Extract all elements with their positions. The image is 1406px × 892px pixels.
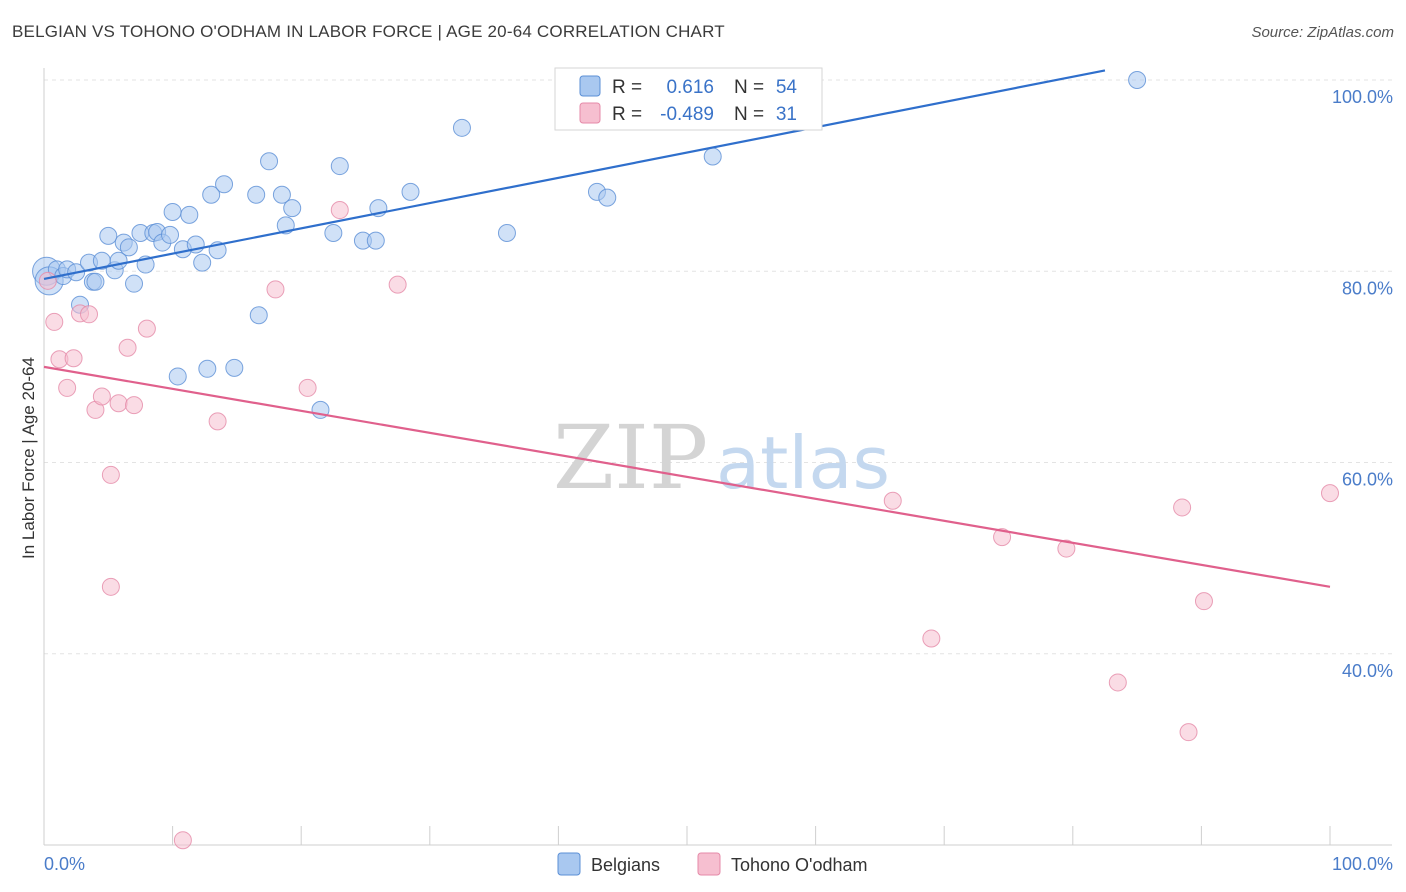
- points-layer: [32, 71, 1339, 850]
- belgian-point-30: [202, 185, 221, 204]
- tohono-point-27: [1173, 498, 1192, 517]
- belgian-point-35: [249, 306, 268, 325]
- stats-swatch-belgians: [579, 75, 601, 97]
- y-axis-label: In Labor Force | Age 20-64: [19, 357, 38, 559]
- belgian-point-36: [260, 152, 279, 171]
- legend-label-tohono: Tohono O'odham: [731, 855, 868, 875]
- tohono-point-20: [388, 275, 407, 294]
- tohono-point-17: [266, 280, 285, 299]
- belgian-point-52: [703, 147, 722, 166]
- tohono-point-1: [45, 312, 64, 331]
- y-tick-label-100: 100.0%: [1332, 87, 1393, 107]
- tohono-point-16: [208, 412, 227, 431]
- belgian-point-11: [99, 226, 118, 245]
- tohono-point-12: [118, 338, 137, 357]
- tohono-point-15: [173, 831, 192, 850]
- x-tick-label-max: 100.0%: [1332, 854, 1393, 874]
- tohono-point-24: [993, 528, 1012, 547]
- legend-swatch-tohono: [697, 852, 721, 876]
- belgian-point-41: [324, 224, 343, 242]
- belgian-point-16: [125, 274, 144, 293]
- tohono-point-3: [58, 378, 77, 397]
- stats-n-label-belgians: N =: [734, 77, 764, 98]
- tohono-point-10: [101, 577, 120, 596]
- stats-legend: R = 0.616 N = 54 R = -0.489 N = 31: [554, 67, 823, 131]
- belgian-point-22: [161, 225, 180, 244]
- tohono-point-14: [137, 319, 156, 338]
- tohono-point-29: [1194, 592, 1213, 611]
- tohono-point-4: [64, 349, 83, 368]
- tohono-point-9: [101, 465, 120, 484]
- belgian-point-23: [163, 202, 182, 221]
- belgian-point-29: [198, 359, 217, 378]
- tohono-point-28: [1179, 723, 1198, 742]
- tohono-point-26: [1108, 673, 1127, 692]
- tohono-point-22: [883, 491, 902, 510]
- belgian-point-50: [598, 188, 617, 207]
- tohono-point-8: [92, 387, 111, 406]
- belgian-point-44: [366, 231, 385, 250]
- tohono-point-18: [298, 378, 317, 397]
- watermark: ZIP atlas: [553, 406, 890, 509]
- legend-label-belgians: Belgians: [591, 855, 660, 875]
- legend-swatch-belgians: [557, 852, 581, 876]
- belgian-point-48: [497, 224, 516, 242]
- belgian-point-34: [247, 185, 266, 204]
- tohono-point-19: [330, 201, 349, 220]
- trend-layer: [43, 69, 1331, 588]
- grid-layer: [44, 79, 1392, 655]
- y-tick-label-80: 80.0%: [1342, 278, 1393, 298]
- belgian-point-47: [452, 118, 471, 137]
- stats-n-value-belgians: 54: [776, 77, 798, 98]
- belgian-point-46: [401, 182, 420, 201]
- tohono-trend-line: [43, 365, 1331, 588]
- belgian-point-9: [86, 272, 105, 291]
- series-legend: Belgians Tohono O'odham: [557, 852, 868, 876]
- stats-n-value-tohono: 31: [776, 104, 797, 125]
- source-credit: Source: ZipAtlas.com: [1251, 24, 1394, 41]
- belgian-point-26: [180, 205, 199, 224]
- tohono-point-23: [922, 629, 941, 648]
- belgian-point-33: [225, 358, 244, 377]
- y-tick-label-60: 60.0%: [1342, 470, 1393, 490]
- stats-r-label-tohono: R =: [612, 104, 642, 125]
- belgian-point-32: [215, 175, 234, 194]
- tohono-point-25: [1057, 539, 1076, 558]
- belgian-point-15: [119, 238, 138, 257]
- stats-n-label-tohono: N =: [734, 104, 764, 125]
- belgian-point-39: [283, 199, 302, 218]
- chart-title: BELGIAN VS TOHONO O'ODHAM IN LABOR FORCE…: [12, 22, 725, 41]
- belgian-point-28: [193, 253, 212, 272]
- tohono-point-0: [38, 271, 57, 290]
- axes-layer: 40.0% 60.0% 80.0% 100.0%: [43, 68, 1393, 846]
- belgian-point-42: [330, 157, 349, 176]
- stats-r-value-tohono: -0.489: [660, 104, 714, 125]
- y-tick-label-40: 40.0%: [1342, 661, 1393, 681]
- stats-swatch-tohono: [579, 102, 601, 124]
- tohono-point-6: [80, 305, 99, 324]
- tohono-point-13: [125, 396, 144, 415]
- belgian-point-53: [1128, 71, 1147, 89]
- belgian-trend-line: [43, 69, 1106, 280]
- stats-r-label-belgians: R =: [612, 77, 642, 98]
- belgian-point-24: [168, 367, 187, 386]
- stats-r-value-belgians: 0.616: [666, 77, 714, 98]
- belgian-point-37: [272, 185, 291, 204]
- tohono-point-11: [109, 394, 128, 413]
- watermark-atlas: atlas: [716, 421, 890, 505]
- tohono-point-30: [1321, 484, 1339, 503]
- x-tick-label-min: 0.0%: [44, 854, 85, 874]
